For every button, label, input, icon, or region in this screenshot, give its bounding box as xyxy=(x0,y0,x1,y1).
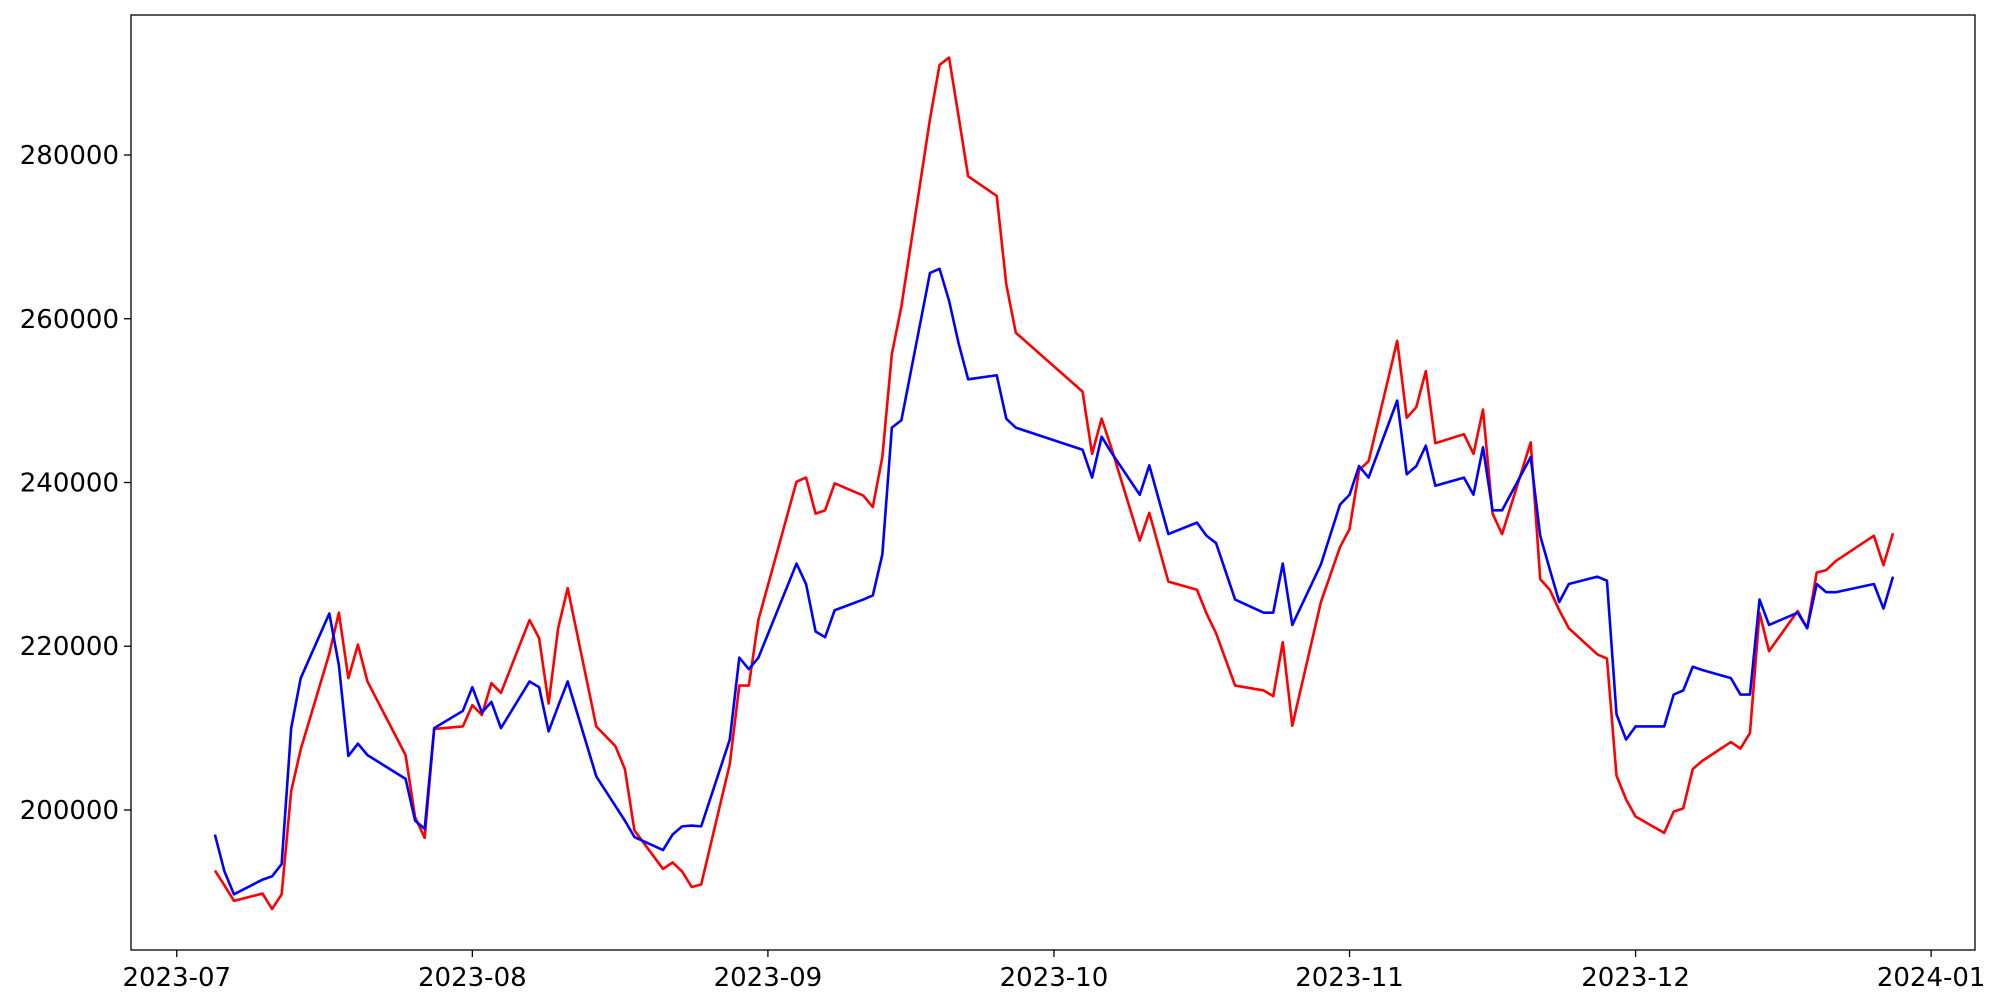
y-tick-label: 220000 xyxy=(20,632,119,662)
x-tick-label: 2023-12 xyxy=(1581,963,1690,993)
axes-frame xyxy=(130,14,1976,951)
y-tick-label: 240000 xyxy=(20,469,119,499)
x-tick-label: 2024-01 xyxy=(1877,963,1986,993)
y-tick-label: 280000 xyxy=(20,141,119,171)
y-tick-label: 200000 xyxy=(20,796,119,826)
x-tick-label: 2023-10 xyxy=(1000,963,1109,993)
x-tick-label: 2023-09 xyxy=(714,963,823,993)
y-tick-label: 260000 xyxy=(20,305,119,335)
line-series xyxy=(213,56,1895,911)
x-tick-label: 2023-07 xyxy=(122,963,231,993)
line-series xyxy=(213,267,1895,896)
x-tick-label: 2023-11 xyxy=(1295,963,1404,993)
x-tick-label: 2023-08 xyxy=(418,963,527,993)
